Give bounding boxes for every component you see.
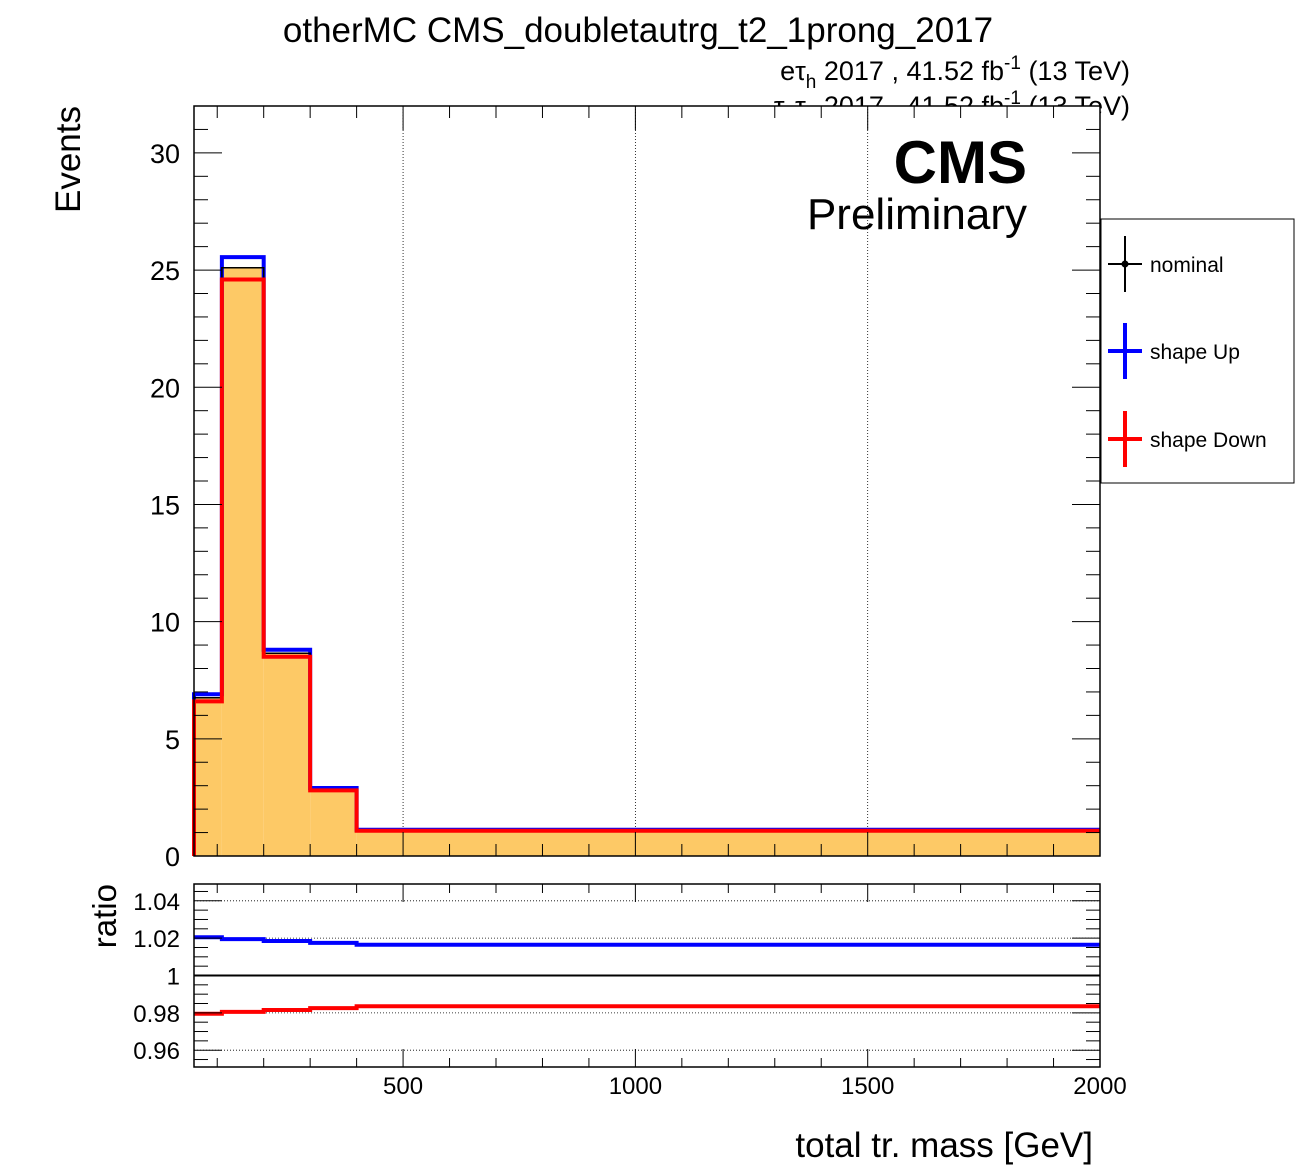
nominal-bar <box>221 267 264 856</box>
main-x-grid <box>402 106 869 856</box>
main-y-tick-label: 10 <box>150 608 180 638</box>
ratio-ticks <box>194 884 1101 1067</box>
main-y-tick-label: 15 <box>150 490 180 520</box>
legend-marker-dot <box>1121 260 1129 268</box>
main-y-tick-label: 0 <box>165 842 180 872</box>
x-tick-label: 500 <box>383 1073 423 1100</box>
legend-entry-shape-down: shape Down <box>1108 411 1267 467</box>
ratio-plot-frame <box>193 883 1101 1068</box>
ratio-y-tick-label: 1.04 <box>133 889 180 916</box>
series-lines-layer <box>192 255 1100 856</box>
main-y-tick-label: 20 <box>150 373 180 403</box>
x-tick-labels: 500 1000 1500 2000 <box>383 1073 1127 1100</box>
ratio-y-tick-label: 1 <box>167 964 180 991</box>
nominal-bar <box>194 697 222 856</box>
main-y-tick-label: 5 <box>165 725 180 755</box>
x-tick-label: 1000 <box>609 1073 662 1100</box>
y-axis-label: Events <box>49 106 88 213</box>
main-plot-frame-bg <box>194 106 1100 856</box>
ratio-y-tick-label: 0.98 <box>133 1001 180 1028</box>
main-plot-frame <box>193 105 1101 857</box>
ratio-y-axis-label: ratio <box>86 884 123 948</box>
x-tick-label: 1500 <box>841 1073 894 1100</box>
ratio-y-grid <box>194 900 1100 1051</box>
main-pad: 0 5 10 15 20 25 30 Events CMS Preliminary <box>49 105 1101 872</box>
shape-down-histogram-line <box>192 277 1100 856</box>
x-tick-label: 2000 <box>1073 1073 1126 1100</box>
nominal-fill-layer <box>194 267 1101 856</box>
ratio-y-tick-labels: 0.96 0.98 1 1.02 1.04 <box>133 889 180 1065</box>
main-y-tick-label: 25 <box>150 256 180 286</box>
legend: nominal shape Up shape Down <box>1100 218 1295 484</box>
nominal-bar <box>310 789 357 856</box>
cms-sublabel: Preliminary <box>807 190 1027 239</box>
main-y-tick-labels: 0 5 10 15 20 25 30 <box>150 139 180 872</box>
lumi-line-etau: eτh 2017 , 41.52 fb-1 (13 TeV) <box>780 53 1130 93</box>
legend-entry-nominal: nominal <box>1108 236 1224 292</box>
ratio-y-tick-label: 0.96 <box>133 1038 180 1065</box>
plot-title: otherMC CMS_doubletautrg_t2_1prong_2017 <box>283 11 993 50</box>
ratio-y-tick-label: 1.02 <box>133 926 180 953</box>
legend-label: nominal <box>1150 254 1224 277</box>
x-axis-label: total tr. mass [GeV] <box>795 1126 1093 1165</box>
main-y-tick-label: 30 <box>150 139 180 169</box>
legend-label: shape Down <box>1150 429 1267 452</box>
nominal-bar <box>263 653 311 856</box>
legend-entry-shape-up: shape Up <box>1108 323 1240 379</box>
cms-label: CMS <box>894 129 1027 196</box>
legend-label: shape Up <box>1150 341 1240 364</box>
